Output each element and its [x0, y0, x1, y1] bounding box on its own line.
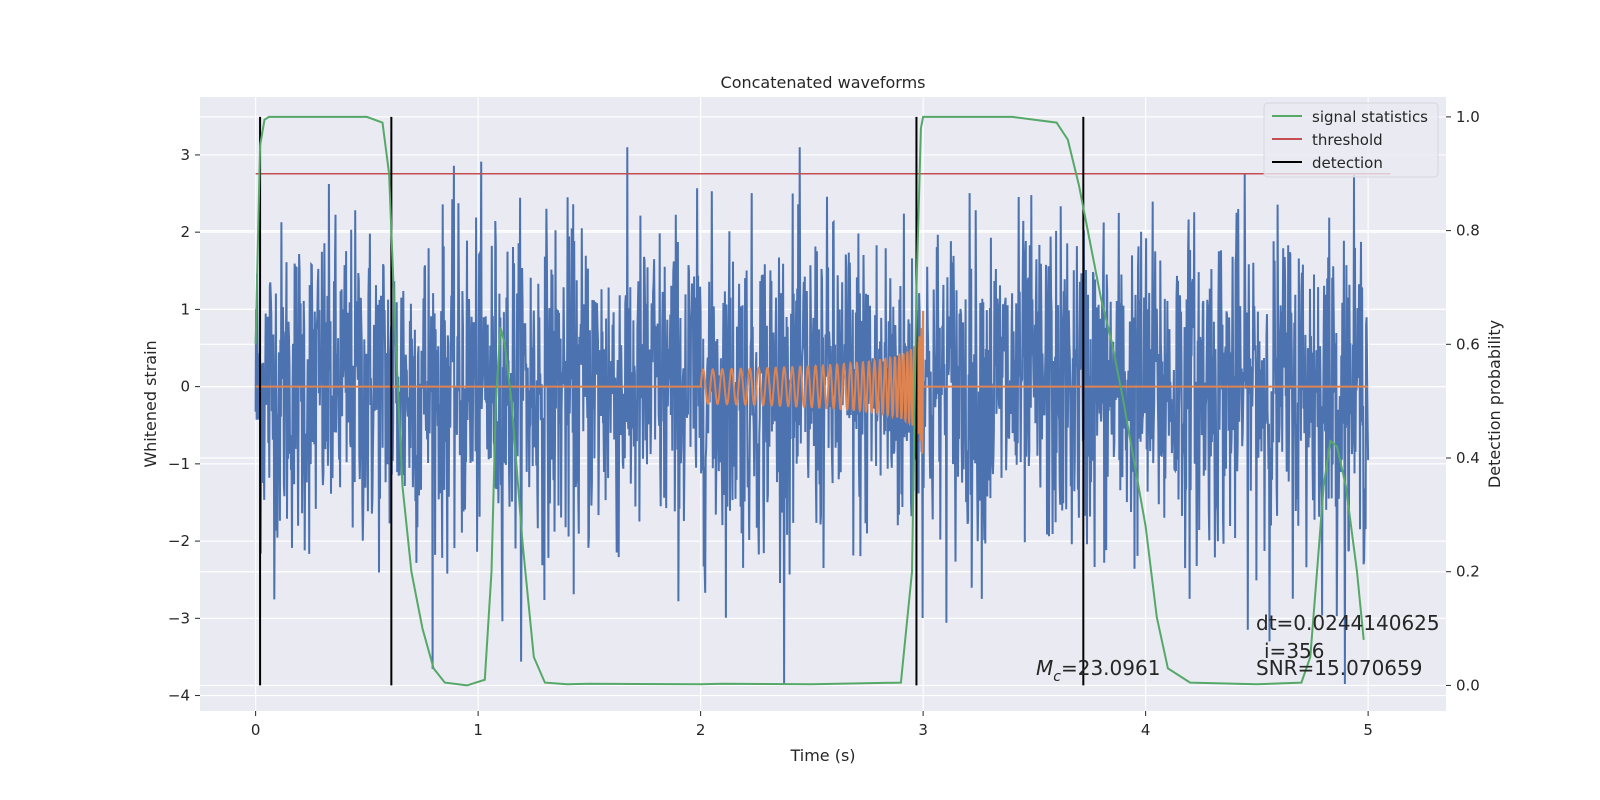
y2-tick-label: 0.0	[1456, 676, 1480, 694]
y-axis-title: Whitened strain	[141, 340, 160, 467]
plot-content	[254, 115, 1391, 687]
y-tick-label: 1	[180, 300, 190, 318]
x-tick-label: 3	[918, 721, 928, 739]
y-tick-label: −4	[168, 687, 190, 705]
y2-tick-label: 0.8	[1456, 222, 1480, 240]
y-tick-label: −2	[168, 532, 190, 550]
template-waveform-series	[255, 310, 1369, 454]
y2-tick-label: 1.0	[1456, 108, 1480, 126]
x-tick-label: 2	[696, 721, 706, 739]
legend: signal statistics threshold detection	[1263, 102, 1439, 178]
legend-label-signal-statistics: signal statistics	[1312, 108, 1428, 126]
y2-tick-label: 0.2	[1456, 563, 1480, 581]
signal-statistics-series	[254, 115, 1365, 687]
legend-label-threshold: threshold	[1312, 131, 1383, 149]
x-tick-label: 0	[251, 721, 261, 739]
y-tick-label: 2	[180, 223, 190, 241]
y2-axis-title: Detection probability	[1485, 320, 1504, 488]
y-tick-label: −3	[168, 609, 190, 627]
x-tick-label: 4	[1141, 721, 1151, 739]
dt-annotation: dt=0.0244140625	[1256, 611, 1440, 635]
legend-box	[1263, 102, 1439, 178]
index-annotation: i=356	[1264, 639, 1325, 663]
whitened-strain-series	[254, 147, 1370, 685]
chirp-mass-annotation: Mc=23.0961	[1036, 656, 1160, 685]
y2-axis-ticks: 0.0 0.2 0.4 0.6 0.8 1.0	[1446, 108, 1480, 694]
x-tick-label: 1	[473, 721, 483, 739]
y-tick-label: 3	[180, 146, 190, 164]
legend-label-detection: detection	[1312, 154, 1383, 172]
snr-annotation: SNR=15.070659	[1256, 656, 1422, 680]
x-axis-title: Time (s)	[789, 746, 855, 765]
chart-title: Concatenated waveforms	[721, 73, 926, 92]
x-tick-label: 5	[1363, 721, 1373, 739]
x-axis-ticks: 0 1 2 3 4 5	[251, 711, 1373, 739]
y-axis-ticks: −4 −3 −2 −1 0 1 2 3	[168, 146, 200, 705]
y2-tick-label: 0.4	[1456, 449, 1480, 467]
y-tick-label: 0	[180, 378, 190, 396]
y-tick-label: −1	[168, 455, 190, 473]
y2-tick-label: 0.6	[1456, 335, 1480, 353]
